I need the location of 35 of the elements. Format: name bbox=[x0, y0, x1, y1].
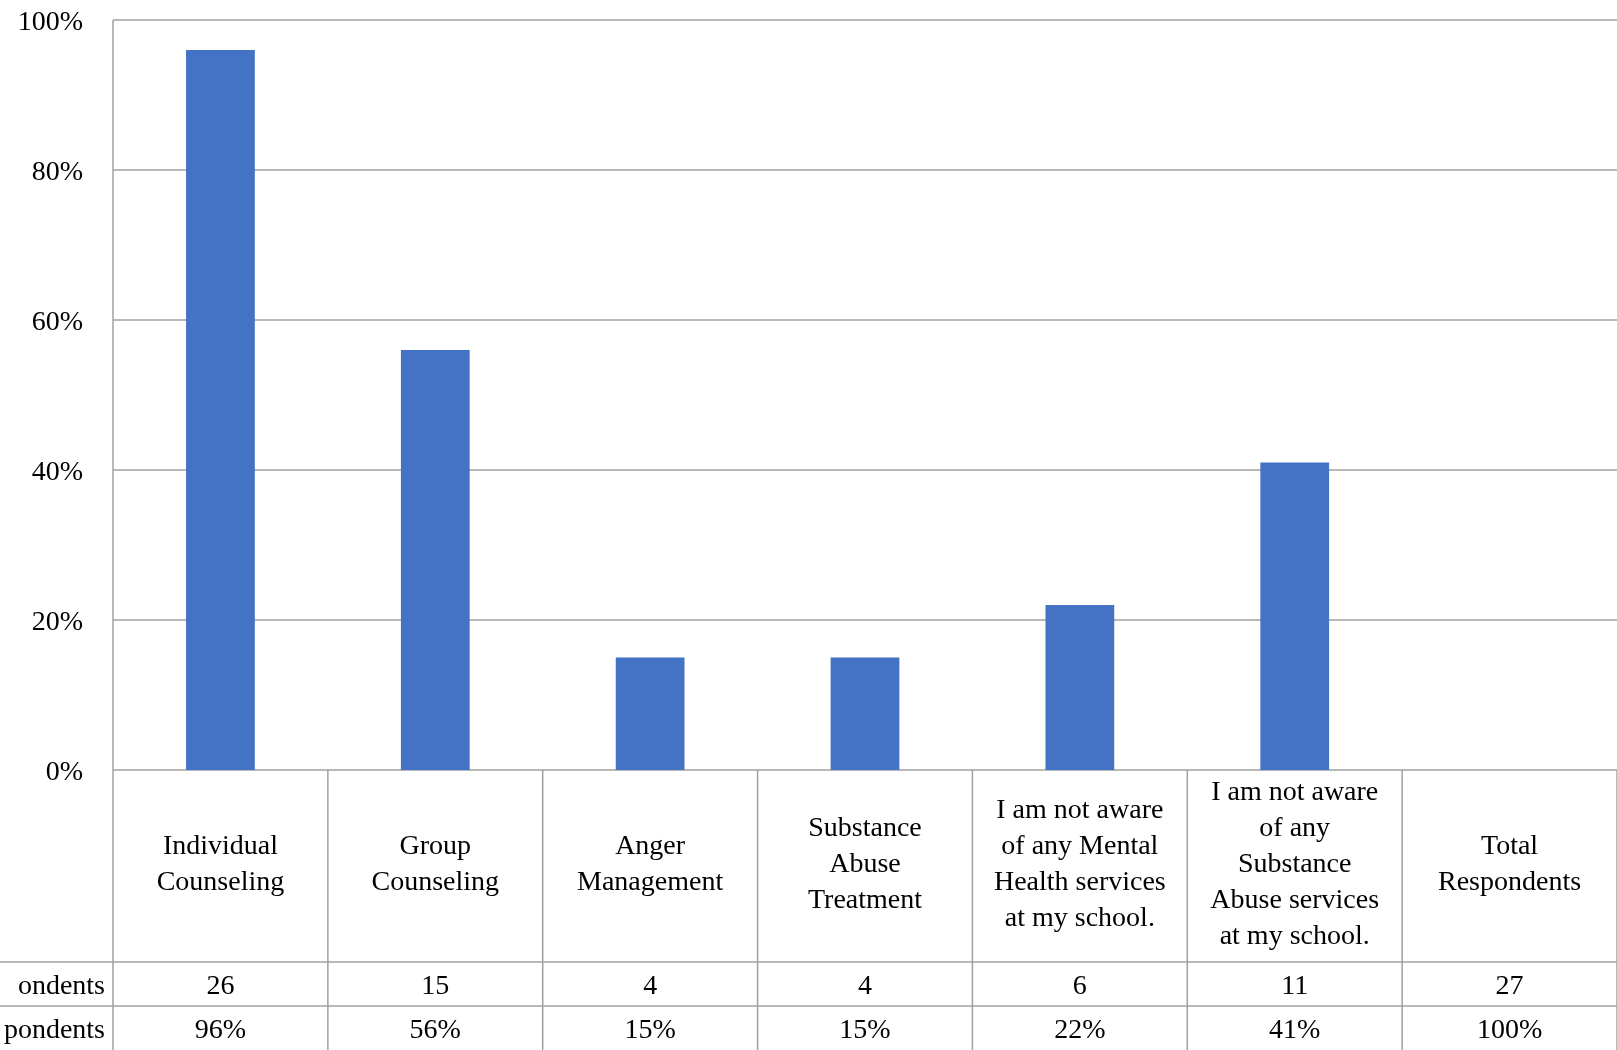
text: 11 bbox=[1281, 968, 1309, 1000]
bar bbox=[186, 50, 255, 770]
text: 4 bbox=[858, 968, 872, 1000]
x-tick-label: Group Counseling bbox=[371, 828, 500, 896]
text: 26 bbox=[206, 968, 235, 1000]
text: 15 bbox=[421, 968, 450, 1000]
x-tick-label: Substance Abuse Treatment bbox=[807, 810, 923, 914]
x-tick-label: I am not aware of any Mental Health services at my school. bbox=[993, 792, 1166, 932]
x-tick-label: Total Respondents bbox=[1438, 828, 1582, 896]
y-tick-label: 40% bbox=[31, 454, 83, 486]
x-tick-label: Individual Counseling bbox=[156, 828, 285, 896]
bar bbox=[1045, 605, 1115, 770]
data-label: 15% bbox=[624, 1012, 676, 1044]
data-label: 22% bbox=[1054, 1012, 1106, 1044]
x-tick-label: I am not aware of any Substance Abuse services at my school. bbox=[1210, 774, 1380, 950]
text: 4 bbox=[643, 968, 658, 1000]
text: 6 bbox=[1072, 968, 1087, 1000]
data-label: 56% bbox=[409, 1012, 461, 1044]
bar bbox=[400, 350, 470, 770]
text: 27 bbox=[1495, 968, 1524, 1000]
data-label: 15% bbox=[839, 1012, 891, 1044]
bar bbox=[1260, 462, 1330, 770]
y-tick-label: 20% bbox=[31, 604, 83, 636]
data-label: 96% bbox=[194, 1012, 247, 1044]
y-tick-label: 60% bbox=[31, 304, 83, 336]
bar bbox=[615, 657, 685, 770]
bar bbox=[830, 657, 900, 770]
data-label: 41% bbox=[1269, 1012, 1321, 1044]
y-tick-label: 0% bbox=[45, 754, 83, 786]
x-tick-label: Anger Management bbox=[577, 828, 724, 896]
y-tick-label: 80% bbox=[31, 154, 83, 186]
text: 100% bbox=[1476, 1012, 1543, 1044]
text: ondents bbox=[17, 968, 105, 1000]
y-tick-label: 100% bbox=[17, 4, 83, 36]
text: pondents bbox=[3, 1012, 105, 1044]
